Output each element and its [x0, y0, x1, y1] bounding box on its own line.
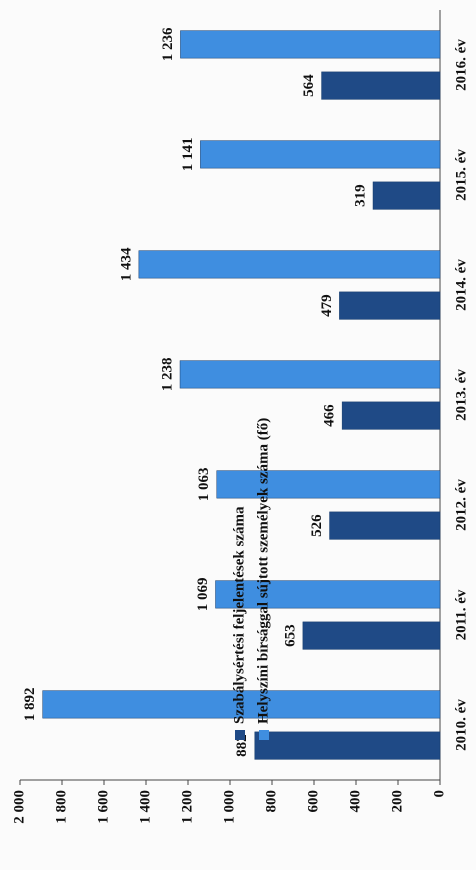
y-tick-label: 400	[347, 790, 363, 813]
data-label: 1 141	[180, 138, 196, 172]
y-tick-label: 1 800	[53, 790, 69, 824]
y-tick-label: 2 000	[11, 790, 27, 824]
data-label: 319	[352, 184, 368, 207]
bar	[321, 71, 441, 100]
data-label: 1 238	[159, 358, 175, 392]
rotated-chart: 0 200 400 600 800 1 000 1 200 1 400 1 600 1 800 2 …	[11, 10, 469, 824]
data-label: 1 069	[195, 578, 211, 612]
legend-swatch	[259, 730, 269, 740]
data-label: 479	[319, 294, 335, 317]
y-tick-label: 0	[431, 790, 447, 798]
y-tick-label: 800	[263, 790, 279, 813]
bar	[215, 580, 441, 609]
x-tick-label: 2013. év	[453, 369, 469, 421]
x-tick-label: 2011. év	[453, 589, 469, 640]
legend-swatch	[235, 730, 245, 740]
bar	[341, 401, 441, 430]
y-tick-label: 1 600	[95, 790, 111, 824]
x-tick-label: 2012. év	[453, 479, 469, 531]
x-tick-label: 2014. év	[453, 259, 469, 311]
y-tick-label: 1 000	[221, 790, 237, 824]
y-tick-label: 1 400	[137, 790, 153, 824]
y-tick-label: 600	[305, 790, 321, 813]
x-tick-label: 2016. év	[453, 39, 469, 91]
bar	[179, 360, 441, 389]
y-tick-label: 1 200	[179, 790, 195, 824]
x-tick-label: 2010. év	[453, 699, 469, 751]
data-label: 526	[309, 514, 325, 537]
bar	[138, 250, 441, 279]
data-label: 466	[322, 404, 338, 427]
bar	[254, 731, 441, 760]
legend-label: Szabálysértési feljelentések száma	[231, 506, 247, 724]
bar	[180, 30, 441, 59]
bar	[42, 690, 441, 719]
data-label: 1 236	[160, 27, 176, 61]
data-label: 564	[301, 74, 317, 97]
data-label: 1 063	[196, 468, 212, 502]
data-label: 653	[282, 624, 298, 647]
data-label: 1 892	[22, 688, 38, 722]
bar	[329, 511, 441, 540]
data-label: 1 434	[118, 247, 134, 281]
y-tick-label: 200	[389, 790, 405, 813]
bar	[200, 140, 441, 169]
bar	[372, 181, 441, 210]
bar	[339, 291, 441, 320]
bar	[302, 621, 441, 650]
bar	[216, 470, 441, 499]
x-tick-label: 2015. év	[453, 149, 469, 201]
legend-label: Helyszíni bírsággal sújtott személyek sz…	[255, 418, 271, 724]
